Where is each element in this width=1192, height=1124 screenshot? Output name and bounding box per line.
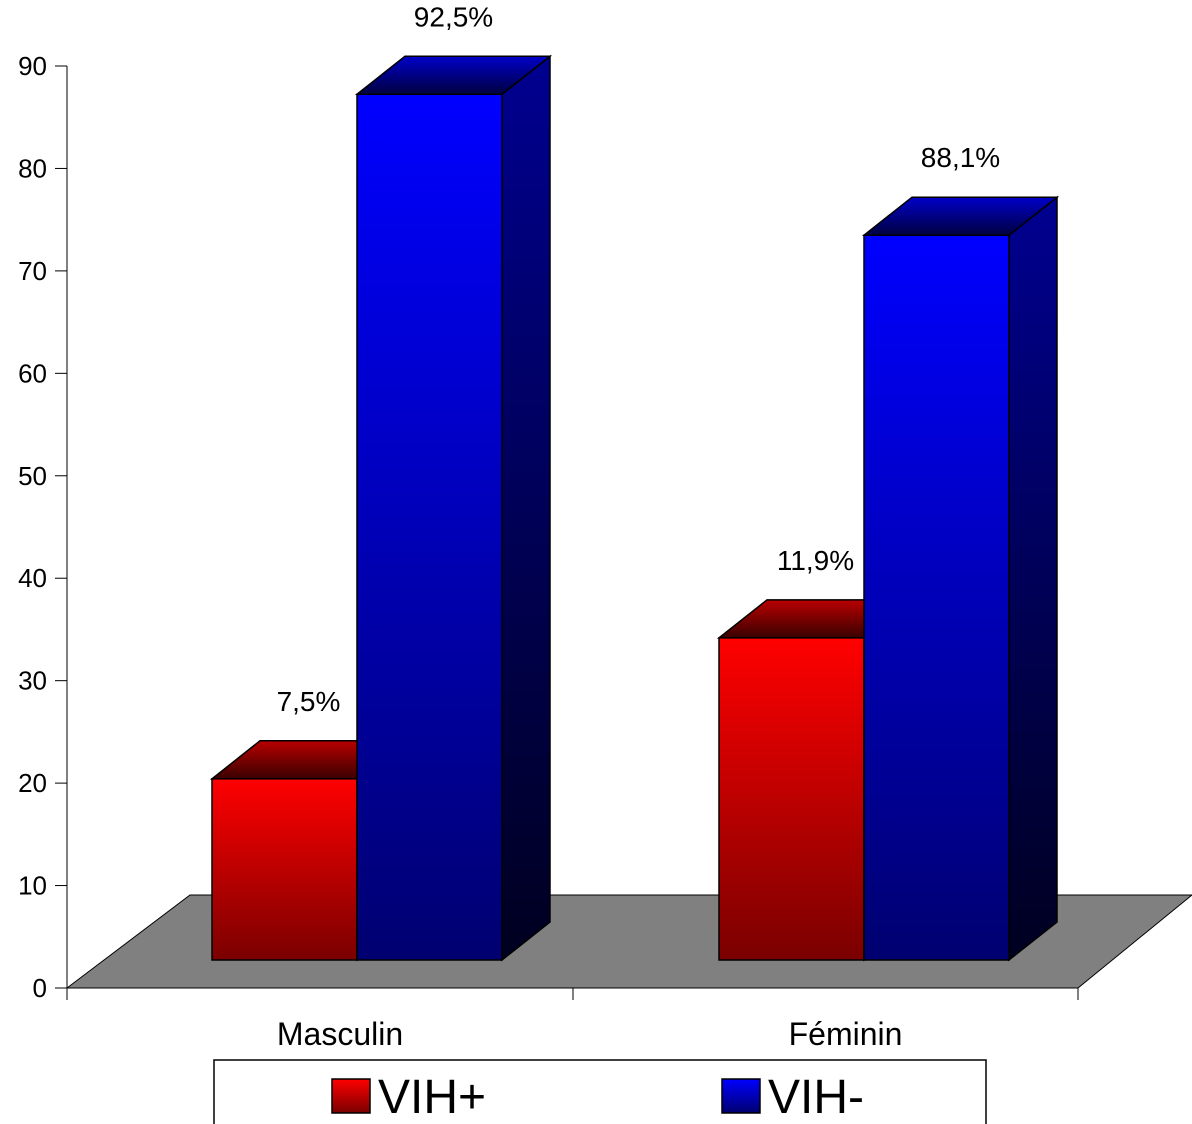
x-category-label: Féminin <box>789 1016 903 1052</box>
y-tick-label: 50 <box>18 461 47 491</box>
y-tick-label: 70 <box>18 256 47 286</box>
y-tick-label: 20 <box>18 768 47 798</box>
legend-label: VIH- <box>768 1071 864 1124</box>
legend-swatch <box>721 1078 761 1114</box>
data-label: 7,5% <box>277 686 341 717</box>
bar <box>861 195 1060 962</box>
y-tick-label: 60 <box>18 358 47 388</box>
y-tick-label: 40 <box>18 563 47 593</box>
x-category-label: Masculin <box>277 1016 403 1052</box>
bar-front-face <box>718 637 865 961</box>
data-label: 88,1% <box>921 142 1000 173</box>
bar-front-face <box>211 778 358 961</box>
bar-side-face <box>1008 195 1058 962</box>
y-tick-label: 80 <box>18 153 47 183</box>
legend-box <box>213 1059 987 1124</box>
y-tick-label: 30 <box>18 666 47 696</box>
legend-label: VIH+ <box>378 1071 486 1124</box>
data-label: 92,5% <box>414 1 493 32</box>
y-tick-label: 90 <box>18 51 47 81</box>
y-tick-label: 10 <box>18 871 47 901</box>
bar-front-face <box>356 93 503 961</box>
legend-swatch <box>331 1078 371 1114</box>
y-tick-label: 0 <box>33 973 47 1003</box>
data-label: 11,9% <box>777 545 854 576</box>
bar <box>354 54 553 962</box>
bar-side-face <box>501 54 551 962</box>
bar-front-face <box>863 234 1010 961</box>
